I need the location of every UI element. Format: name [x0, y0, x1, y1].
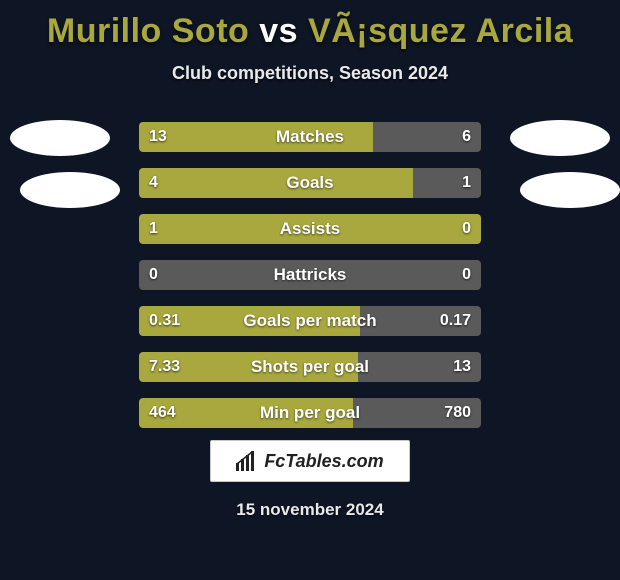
date-label: 15 november 2024 [0, 500, 620, 520]
brand-text: FcTables.com [264, 451, 383, 472]
stat-bar-left [139, 214, 481, 244]
stat-value-right: 1 [462, 168, 471, 198]
title-player1: Murillo Soto [47, 12, 249, 50]
avatar-player1-row2 [20, 172, 120, 208]
stat-bar-left [139, 168, 413, 198]
avatar-player2-row1 [510, 120, 610, 156]
stat-value-right: 0 [462, 260, 471, 290]
stat-value-left: 0.31 [149, 306, 180, 336]
stat-value-right: 13 [453, 352, 471, 382]
stat-value-right: 6 [462, 122, 471, 152]
stat-value-left: 13 [149, 122, 167, 152]
title-vs: vs [259, 12, 298, 50]
stat-row: Goals per match0.310.17 [139, 306, 481, 336]
stats-container: Matches136Goals41Assists10Hattricks00Goa… [139, 122, 481, 444]
page-title: Murillo Soto vs VÃ¡squez Arcila [0, 0, 620, 51]
stat-row: Shots per goal7.3313 [139, 352, 481, 382]
stat-row: Goals41 [139, 168, 481, 198]
stat-bar-right [310, 260, 481, 290]
stat-value-right: 0 [462, 214, 471, 244]
avatar-player2-row2 [520, 172, 620, 208]
stat-value-left: 7.33 [149, 352, 180, 382]
brand-chart-icon [236, 451, 258, 471]
title-player2: VÃ¡squez Arcila [308, 12, 573, 50]
stat-row: Matches136 [139, 122, 481, 152]
stat-value-left: 1 [149, 214, 158, 244]
stat-value-left: 4 [149, 168, 158, 198]
stat-value-left: 0 [149, 260, 158, 290]
stat-value-right: 780 [444, 398, 471, 428]
stat-value-right: 0.17 [440, 306, 471, 336]
stat-row: Hattricks00 [139, 260, 481, 290]
stat-row: Min per goal464780 [139, 398, 481, 428]
brand-badge: FcTables.com [210, 440, 410, 482]
stat-value-left: 464 [149, 398, 176, 428]
subtitle: Club competitions, Season 2024 [0, 63, 620, 84]
avatar-player1-row1 [10, 120, 110, 156]
stat-bar-left [139, 260, 310, 290]
stat-bar-left [139, 122, 373, 152]
stat-row: Assists10 [139, 214, 481, 244]
